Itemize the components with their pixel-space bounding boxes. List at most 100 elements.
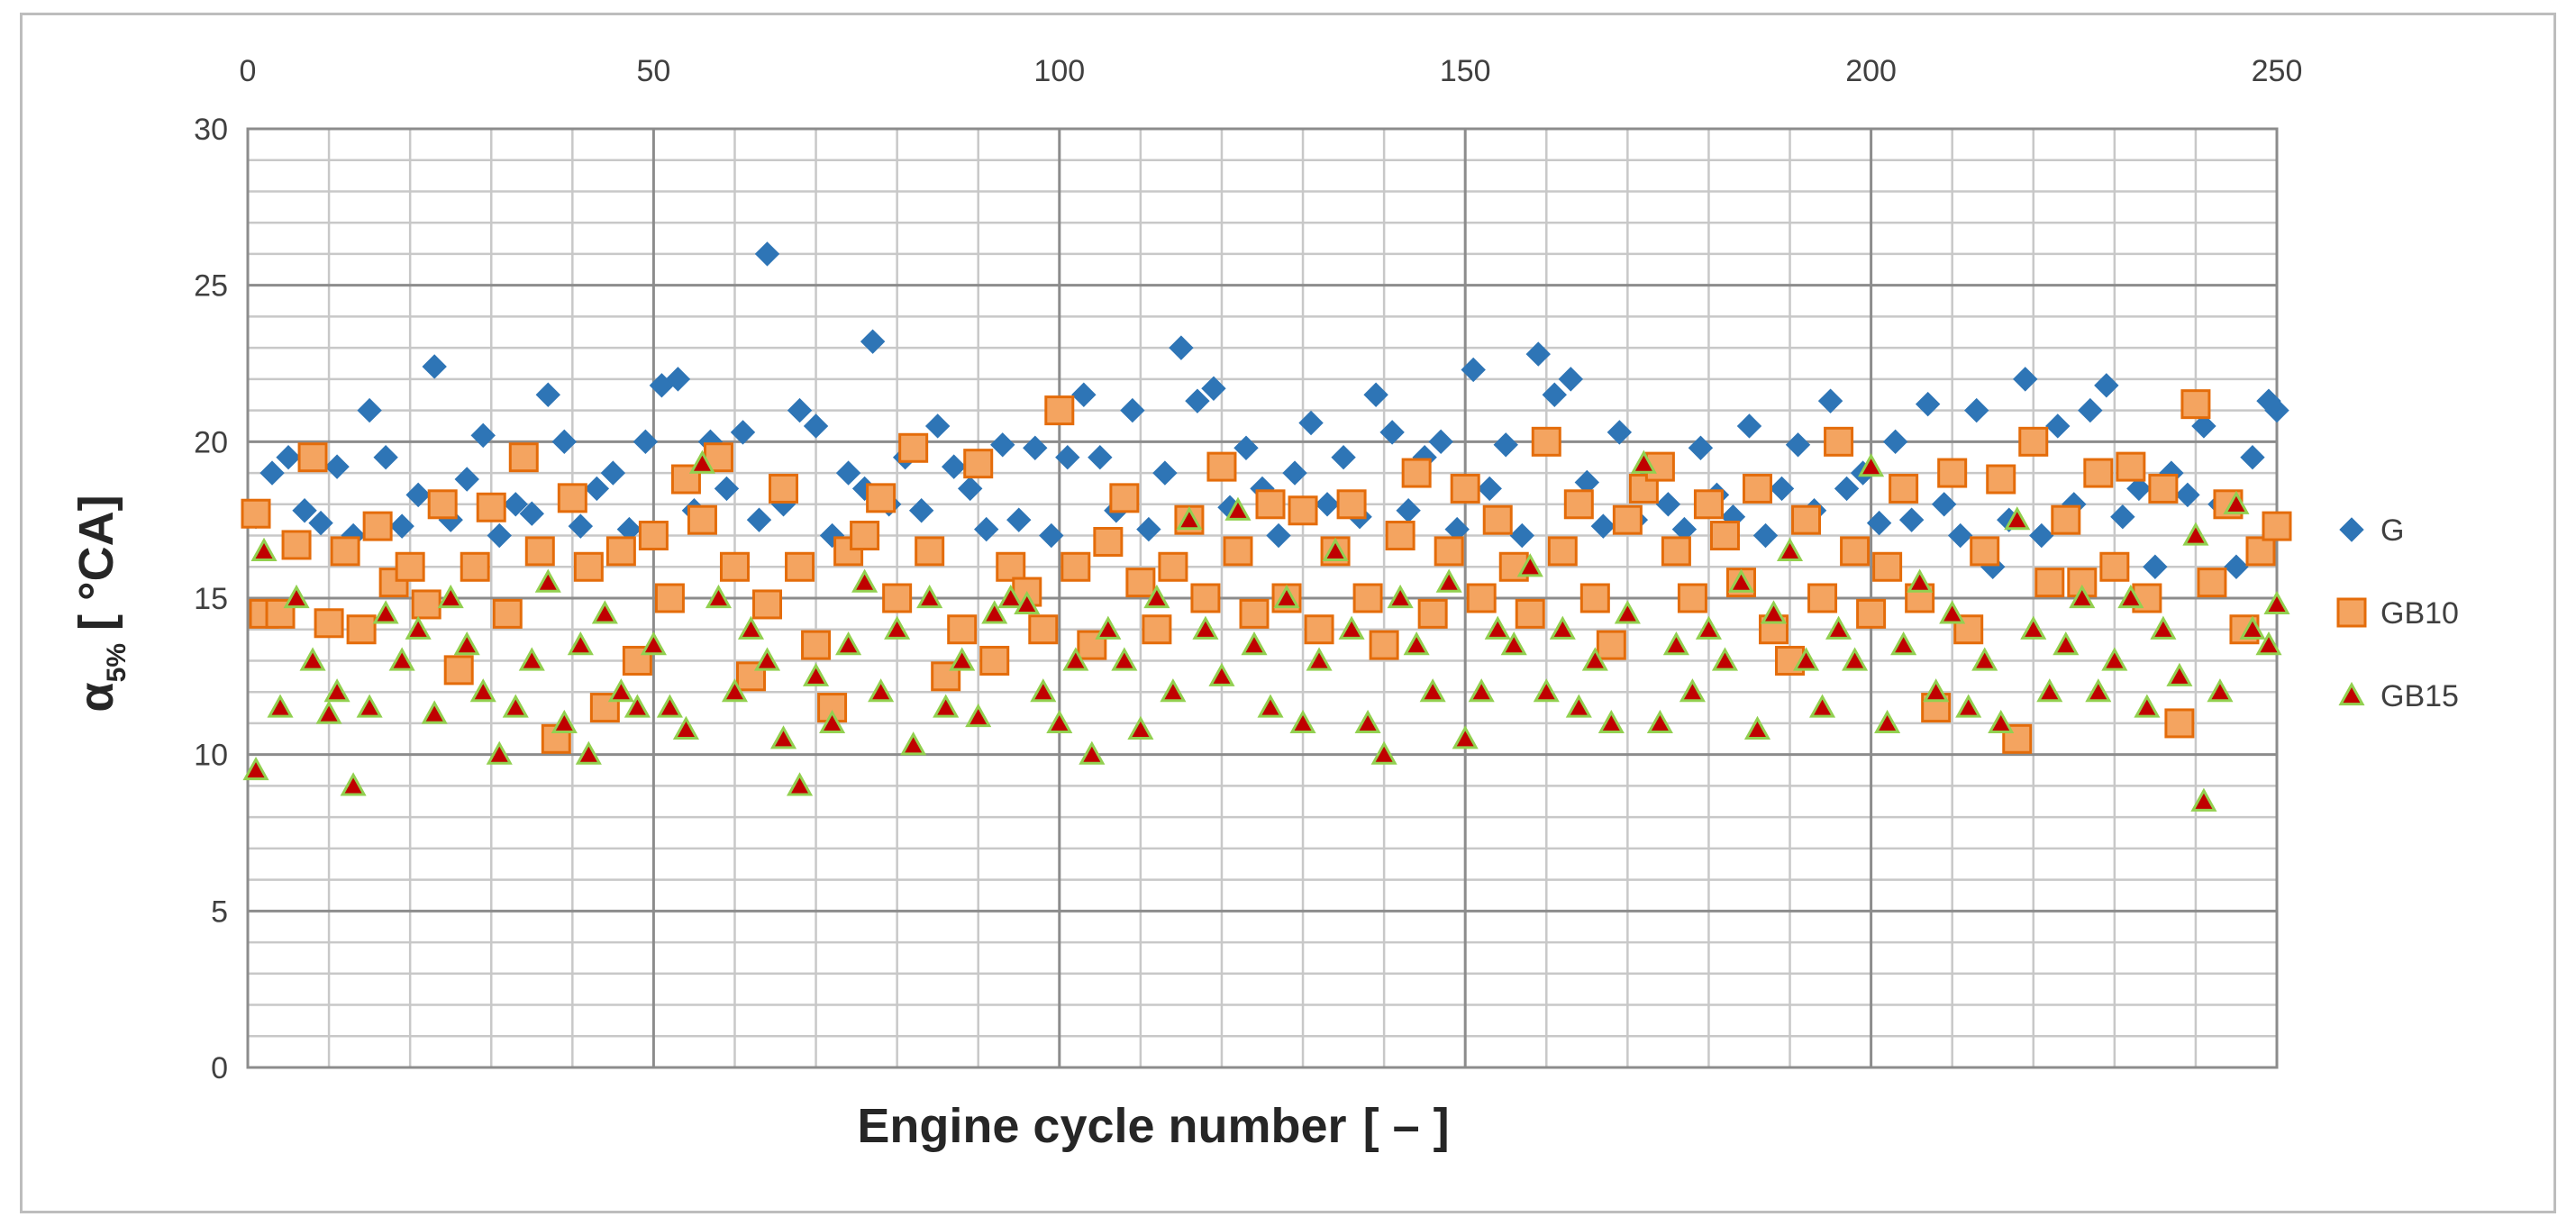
marker-gb15 [1516, 553, 1543, 577]
x-tick-label: 150 [1440, 54, 1491, 88]
tick-labels: 0 50 100 150 200 250 0 5 10 15 20 25 30 [194, 54, 2302, 1085]
x-axis-label: Engine cycle number [857, 1099, 1346, 1153]
marker-gb15 [1484, 615, 1511, 640]
marker-gb15 [1014, 590, 1041, 615]
marker-gb10 [1840, 536, 1871, 567]
marker-gb15 [1565, 694, 1592, 718]
marker-gb15 [1776, 537, 1804, 561]
marker-gb10 [2197, 568, 2227, 598]
marker-gb15 [624, 694, 651, 718]
marker-gb10 [2018, 426, 2049, 457]
legend-entry-g: G [2339, 513, 2404, 548]
marker-gb10 [573, 551, 604, 582]
marker-gb10 [1807, 583, 1838, 613]
marker-gb15 [1955, 694, 1982, 718]
marker-g [2224, 554, 2249, 579]
marker-gb15 [1062, 647, 1089, 671]
y-axis-symbol: α [69, 682, 123, 712]
marker-g [1169, 335, 1194, 360]
marker-g [1607, 420, 1633, 445]
marker-gb10 [281, 530, 312, 560]
marker-gb15 [1858, 453, 1885, 477]
marker-g [1185, 388, 1210, 413]
marker-gb10 [1970, 536, 2000, 567]
marker-g [357, 397, 382, 423]
marker-gb10 [1693, 489, 1724, 520]
marker-gb15 [786, 772, 814, 796]
marker-g [1379, 420, 1405, 445]
marker-gb15 [1581, 647, 1608, 671]
marker-gb15 [372, 600, 399, 624]
marker-g [2126, 476, 2152, 502]
marker-gb10 [1336, 489, 1367, 520]
marker-gb15 [1435, 568, 1462, 593]
marker-gb15 [2053, 631, 2080, 656]
marker-gb15 [819, 709, 846, 734]
marker-gb10 [1142, 614, 1172, 645]
marker-gb15 [1338, 615, 1365, 640]
marker-gb15 [1354, 709, 1381, 734]
marker-g [2094, 373, 2119, 398]
marker-g [1769, 476, 1795, 502]
y-tick-label: 10 [194, 739, 228, 773]
marker-g [1525, 341, 1551, 367]
marker-gb15 [567, 631, 594, 656]
marker-gb15 [672, 715, 699, 740]
marker-g [1477, 476, 1502, 502]
marker-gb15 [1111, 647, 1138, 671]
marker-g [1266, 522, 1291, 549]
marker-gb10 [1677, 583, 1707, 613]
marker-gb10 [2148, 473, 2179, 504]
marker-gb15 [1241, 631, 1268, 656]
marker-g [568, 513, 594, 539]
marker-gb10 [460, 551, 490, 582]
marker-gb15 [2101, 647, 2128, 671]
marker-g [990, 432, 1015, 458]
marker-gb10 [362, 511, 393, 541]
marker-gb10 [1385, 521, 1415, 551]
marker-gb10 [1223, 536, 1253, 567]
marker-gb15 [453, 631, 480, 656]
marker-gb15 [242, 756, 269, 781]
marker-gb15 [2150, 615, 2177, 640]
legend: G GB10 GB15 [2336, 513, 2459, 713]
marker-gb10 [2164, 708, 2195, 739]
marker-g [2240, 444, 2265, 470]
marker-gb15 [2134, 694, 2161, 718]
marker-gb15 [868, 678, 895, 703]
marker-gb15 [1322, 537, 1349, 561]
marker-gb15 [1403, 631, 1430, 656]
marker-gb15 [2004, 506, 2031, 531]
marker-gb10 [752, 589, 783, 620]
marker-gb10 [1515, 598, 1545, 629]
marker-gb15 [1727, 568, 1755, 593]
marker-gb10 [2262, 511, 2292, 541]
marker-g [1752, 522, 1779, 549]
marker-gb15 [1662, 631, 1689, 656]
marker-g [924, 413, 951, 439]
marker-gb10 [1304, 614, 1334, 645]
marker-gb15 [267, 694, 294, 718]
marker-g [454, 467, 479, 492]
x-tick-label: 200 [1845, 54, 1897, 88]
marker-gb15 [1143, 584, 1170, 609]
marker-g [1039, 522, 1064, 549]
marker-gb15 [2223, 490, 2250, 514]
marker-gb10 [508, 442, 539, 473]
marker-gb10 [979, 645, 1010, 676]
marker-gb15 [591, 600, 618, 624]
marker-gb15 [486, 740, 513, 765]
marker-gb15 [1452, 725, 1479, 749]
marker-g [730, 420, 756, 445]
marker-gb10 [719, 551, 750, 582]
marker-gb10 [605, 536, 636, 567]
marker-gb10 [947, 614, 978, 645]
legend-entry-gb10: GB10 [2336, 596, 2459, 631]
marker-gb15 [737, 615, 765, 640]
marker-gb15 [551, 709, 578, 734]
marker-gb10 [2083, 458, 2114, 488]
marker-gb15 [1419, 678, 1446, 703]
marker-g [1785, 432, 1811, 458]
marker-gb15 [2117, 584, 2144, 609]
marker-g [665, 367, 691, 392]
